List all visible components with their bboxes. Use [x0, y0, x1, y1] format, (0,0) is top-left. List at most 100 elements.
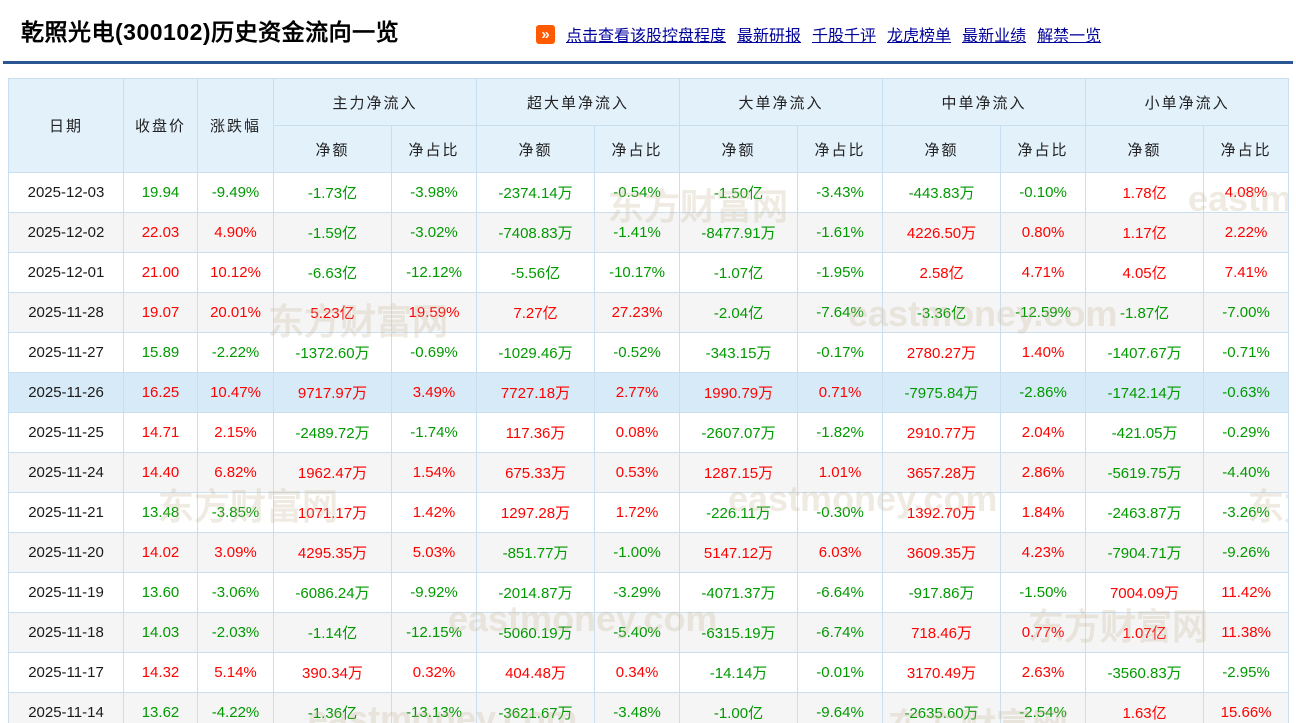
- nav-link[interactable]: 千股千评: [812, 28, 877, 45]
- cell-main_net: -1.59亿: [273, 212, 392, 253]
- table-row[interactable]: 2025-11-20 14.02 3.09% 4295.35万 5.03% -851.77…: [8, 532, 1290, 573]
- cell-main_pct: -12.15%: [390, 612, 478, 653]
- table-row[interactable]: 2025-11-28 19.07 20.01% 5.23亿 19.59% 7.27亿 27.…: [8, 292, 1290, 333]
- cell-mid_pct: -2.54%: [1000, 692, 1087, 723]
- cell-mid_pct: 2.04%: [1000, 412, 1087, 453]
- cell-small_net: 1.78亿: [1085, 172, 1205, 213]
- cell-super_net: -2374.14万: [476, 172, 596, 213]
- cell-small_pct: 15.66%: [1203, 692, 1290, 723]
- table-row[interactable]: 2025-11-25 14.71 2.15% -2489.72万 -1.74% 117.3…: [8, 412, 1290, 453]
- cell-super_pct: -3.48%: [594, 692, 681, 723]
- cell-close: 14.02: [123, 532, 198, 573]
- cell-small_net: -2463.87万: [1085, 492, 1205, 533]
- cell-small_pct: 4.08%: [1203, 172, 1290, 213]
- cell-super_pct: -3.29%: [594, 572, 681, 613]
- cell-mid_net: 3657.28万: [882, 452, 1002, 493]
- table-row[interactable]: 2025-11-19 13.60 -3.06% -6086.24万 -9.92% -201…: [8, 572, 1290, 613]
- cell-super_pct: 1.72%: [594, 492, 681, 533]
- col-header-small-pct: 净占比: [1203, 125, 1290, 173]
- cell-main_pct: -13.13%: [390, 692, 478, 723]
- cell-main_net: 9717.97万: [273, 372, 392, 413]
- cell-change: 20.01%: [197, 292, 274, 333]
- cell-small_net: -1742.14万: [1085, 372, 1205, 413]
- table-row[interactable]: 2025-12-03 19.94 -9.49% -1.73亿 -3.98% -2374.1…: [8, 172, 1290, 213]
- cell-close: 22.03: [123, 212, 198, 253]
- cell-mid_pct: 2.63%: [1000, 652, 1087, 693]
- cell-small_net: 7004.09万: [1085, 572, 1205, 613]
- col-header-medium-net: 净额: [882, 125, 1002, 173]
- cell-small_net: -421.05万: [1085, 412, 1205, 453]
- cell-date: 2025-12-03: [8, 172, 124, 213]
- cell-main_net: -1.14亿: [273, 612, 392, 653]
- cell-main_net: 390.34万: [273, 652, 392, 693]
- cell-small_net: 1.63亿: [1085, 692, 1205, 723]
- cell-change: 10.47%: [197, 372, 274, 413]
- col-header-date: 日期: [8, 78, 124, 173]
- cell-date: 2025-11-17: [8, 652, 124, 693]
- fund-flow-table: 日期 收盘价 涨跌幅 主力净流入 超大单净流入 大单净流入 中单净流入 小单净流…: [8, 78, 1290, 723]
- cell-mid_net: 718.46万: [882, 612, 1002, 653]
- cell-large_pct: -0.17%: [797, 332, 884, 373]
- table-row[interactable]: 2025-11-24 14.40 6.82% 1962.47万 1.54% 675.33万…: [8, 452, 1290, 493]
- cell-change: 6.82%: [197, 452, 274, 493]
- nav-link[interactable]: 点击查看该股控盘程度: [566, 28, 727, 45]
- table-row[interactable]: 2025-12-02 22.03 4.90% -1.59亿 -3.02% -7408.83…: [8, 212, 1290, 253]
- cell-mid_pct: 4.71%: [1000, 252, 1087, 293]
- cell-large_net: -1.00亿: [679, 692, 799, 723]
- cell-date: 2025-12-02: [8, 212, 124, 253]
- cell-super_pct: -1.41%: [594, 212, 681, 253]
- cell-small_net: 1.07亿: [1085, 612, 1205, 653]
- cell-close: 21.00: [123, 252, 198, 293]
- cell-main_net: 1962.47万: [273, 452, 392, 493]
- fund-flow-section: 日期 收盘价 涨跌幅 主力净流入 超大单净流入 大单净流入 中单净流入 小单净流…: [8, 78, 1290, 723]
- cell-large_pct: -6.74%: [797, 612, 884, 653]
- page-title: 乾照光电(300102)历史资金流向一览: [21, 19, 400, 45]
- cell-small_net: 1.17亿: [1085, 212, 1205, 253]
- cell-main_pct: 19.59%: [390, 292, 478, 333]
- cell-change: -3.06%: [197, 572, 274, 613]
- nav-link[interactable]: 最新研报: [737, 28, 802, 45]
- table-row[interactable]: 2025-11-14 13.62 -4.22% -1.36亿 -13.13% -3621.…: [8, 692, 1290, 723]
- cell-small_net: -1407.67万: [1085, 332, 1205, 373]
- table-row[interactable]: 2025-11-21 13.48 -3.85% 1071.17万 1.42% 1297.2…: [8, 492, 1290, 533]
- cell-main_pct: -9.92%: [390, 572, 478, 613]
- cell-super_pct: -0.54%: [594, 172, 681, 213]
- cell-small_pct: 11.42%: [1203, 572, 1290, 613]
- cell-super_net: -851.77万: [476, 532, 596, 573]
- cell-close: 13.60: [123, 572, 198, 613]
- table-row[interactable]: 2025-12-01 21.00 10.12% -6.63亿 -12.12% -5.56亿…: [8, 252, 1290, 293]
- cell-large_net: 5147.12万: [679, 532, 799, 573]
- cell-mid_pct: 2.86%: [1000, 452, 1087, 493]
- table-row[interactable]: 2025-11-17 14.32 5.14% 390.34万 0.32% 404.48万 0…: [8, 652, 1290, 693]
- cell-large_pct: -1.61%: [797, 212, 884, 253]
- cell-close: 14.40: [123, 452, 198, 493]
- cell-close: 15.89: [123, 332, 198, 373]
- cell-change: -4.22%: [197, 692, 274, 723]
- cell-mid_pct: -2.86%: [1000, 372, 1087, 413]
- cell-close: 16.25: [123, 372, 198, 413]
- cell-large_net: -343.15万: [679, 332, 799, 373]
- cell-large_net: -226.11万: [679, 492, 799, 533]
- cell-mid_pct: 1.84%: [1000, 492, 1087, 533]
- cell-large_net: 1287.15万: [679, 452, 799, 493]
- cell-mid_pct: 0.77%: [1000, 612, 1087, 653]
- cell-small_pct: -0.29%: [1203, 412, 1290, 453]
- cell-main_net: 1071.17万: [273, 492, 392, 533]
- table-row[interactable]: 2025-11-26 16.25 10.47% 9717.97万 3.49% 7727.1…: [8, 372, 1290, 413]
- cell-large_net: -1.07亿: [679, 252, 799, 293]
- table-row[interactable]: 2025-11-18 14.03 -2.03% -1.14亿 -12.15% -5060.…: [8, 612, 1290, 653]
- nav-link[interactable]: 解禁一览: [1037, 28, 1102, 45]
- cell-change: 3.09%: [197, 532, 274, 573]
- nav-link[interactable]: 龙虎榜单: [887, 28, 952, 45]
- table-row[interactable]: 2025-11-27 15.89 -2.22% -1372.60万 -0.69% -102…: [8, 332, 1290, 373]
- nav-link[interactable]: 最新业绩: [962, 28, 1027, 45]
- cell-large_net: 1990.79万: [679, 372, 799, 413]
- cell-date: 2025-11-24: [8, 452, 124, 493]
- cell-small_pct: 11.38%: [1203, 612, 1290, 653]
- cell-mid_pct: 4.23%: [1000, 532, 1087, 573]
- col-group-super: 超大单净流入: [476, 78, 681, 126]
- cell-super_net: -2014.87万: [476, 572, 596, 613]
- cell-main_net: -1.36亿: [273, 692, 392, 723]
- cell-super_pct: 0.34%: [594, 652, 681, 693]
- cell-mid_net: 3170.49万: [882, 652, 1002, 693]
